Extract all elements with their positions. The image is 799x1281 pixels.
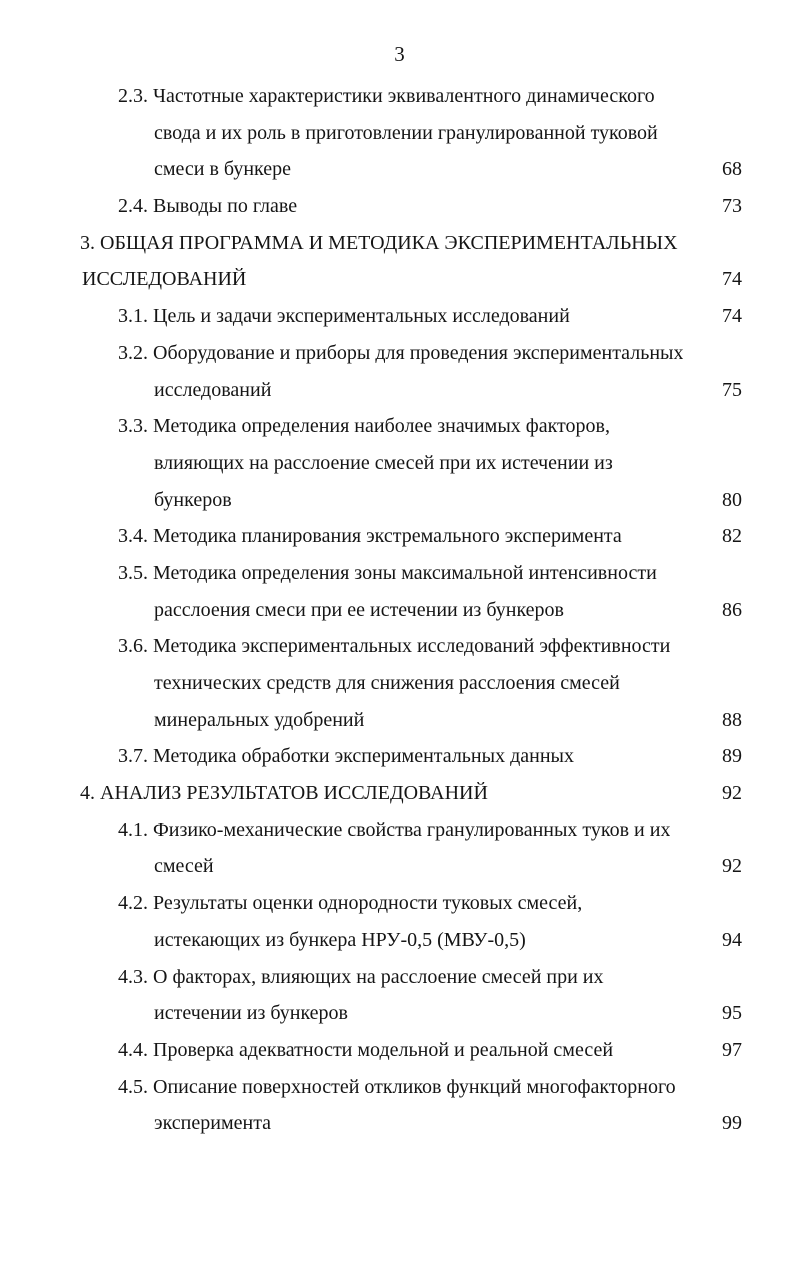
toc-entry-pagenum: 75 [722, 378, 742, 401]
toc-entry: 4.2. Результаты оценки однородности туко… [80, 885, 742, 958]
toc-entry-line: ИССЛЕДОВАНИЙ 74 [80, 261, 742, 298]
toc-entry-line: бункеров 80 [80, 482, 742, 519]
toc-entry-line: влияющих на расслоение смесей при их ист… [80, 445, 742, 482]
toc-entry-text: 2.3. Частотные характеристики эквивалент… [118, 85, 655, 107]
toc-entry-text: 4.1. Физико-механические свойства гранул… [118, 818, 671, 841]
toc-entry-pagenum: 92 [722, 855, 742, 878]
toc-entry: 2.3. Частотные характеристики эквивалент… [80, 78, 742, 188]
toc-entry-line: 2.3. Частотные характеристики эквивалент… [80, 78, 742, 115]
toc-entry-text: 3.6. Методика экспериментальных исследов… [118, 635, 671, 658]
toc-entry-text: свода и их роль в приготовлении гранулир… [154, 121, 658, 144]
toc-entry-pagenum: 73 [722, 195, 742, 218]
toc-entry: 3.2. Оборудование и приборы для проведен… [80, 335, 742, 408]
toc-entry-line: расслоения смеси при ее истечении из бун… [80, 592, 742, 629]
toc-entry-text: 2.4. Выводы по главе [118, 195, 298, 218]
table-of-contents: 2.3. Частотные характеристики эквивалент… [80, 78, 742, 1142]
toc-entry-text: 3. ОБЩАЯ ПРОГРАММА И МЕТОДИКА ЭКСПЕРИМЕН… [80, 231, 678, 254]
toc-entry-text: 3.1. Цель и задачи экспериментальных исс… [118, 305, 570, 328]
toc-entry-line: эксперимента 99 [80, 1105, 742, 1142]
toc-entry: 3.1. Цель и задачи экспериментальных исс… [80, 298, 742, 335]
toc-entry-line: свода и их роль в приготовлении гранулир… [80, 115, 742, 152]
toc-entry-line: 3.2. Оборудование и приборы для проведен… [80, 335, 742, 372]
toc-entry-pagenum: 99 [722, 1112, 742, 1135]
toc-entry-line: 3.6. Методика экспериментальных исследов… [80, 628, 742, 665]
toc-entry-text: 3.4. Методика планирования экстремальног… [118, 525, 622, 548]
toc-entry: 4.5. Описание поверхностей откликов функ… [80, 1069, 742, 1142]
toc-entry-line: 3.3. Методика определения наиболее значи… [80, 408, 742, 445]
toc-entry-line: 2.4. Выводы по главе 73 [80, 188, 742, 225]
toc-entry-text: эксперимента [154, 1112, 272, 1135]
toc-entry-line: истекающих из бункера НРУ-0,5 (МВУ-0,5) 9… [80, 922, 742, 959]
toc-entry: 4. АНАЛИЗ РЕЗУЛЬТАТОВ ИССЛЕДОВАНИЙ 92 [80, 775, 742, 812]
toc-entry-text: истечении из бункеров [154, 1002, 349, 1025]
toc-entry-pagenum: 68 [722, 158, 742, 181]
toc-entry-text: 3.7. Методика обработки экспериментальны… [118, 745, 574, 768]
toc-entry-pagenum: 94 [722, 928, 742, 951]
toc-entry-pagenum: 74 [722, 268, 742, 291]
toc-entry-line: смеси в бункере 68 [80, 151, 742, 188]
toc-entry-text: влияющих на расслоение смесей при их ист… [154, 451, 613, 474]
toc-entry-text: истекающих из бункера НРУ-0,5 (МВУ-0,5) [154, 928, 526, 951]
toc-entry-pagenum: 82 [722, 525, 742, 548]
toc-entry: 3.7. Методика обработки экспериментальны… [80, 738, 742, 775]
toc-entry-text: 4. АНАЛИЗ РЕЗУЛЬТАТОВ ИССЛЕДОВАНИЙ [80, 782, 488, 805]
toc-entry-text: 4.2. Результаты оценки однородности туко… [118, 892, 583, 915]
toc-entry: 4.3. О факторах, влияющих на расслоение … [80, 959, 742, 1032]
toc-entry-pagenum: 92 [722, 782, 742, 805]
toc-entry: 3.3. Методика определения наиболее значи… [80, 408, 742, 518]
toc-entry-text: 4.5. Описание поверхностей откликов функ… [118, 1075, 676, 1098]
toc-entry-text: исследований [154, 378, 272, 401]
toc-entry: 4.4. Проверка адекватности модельной и р… [80, 1032, 742, 1069]
toc-entry: 4.1. Физико-механические свойства гранул… [80, 812, 742, 885]
toc-entry-pagenum: 97 [722, 1038, 742, 1061]
page-number: 3 [394, 42, 405, 66]
toc-entry-text: 4.3. О факторах, влияющих на расслоение … [118, 965, 604, 988]
toc-entry: 3. ОБЩАЯ ПРОГРАММА И МЕТОДИКА ЭКСПЕРИМЕН… [80, 225, 742, 298]
toc-entry-line: 3.5. Методика определения зоны максималь… [80, 555, 742, 592]
toc-entry-line: 4.2. Результаты оценки однородности туко… [80, 885, 742, 922]
toc-entry-text: 4.4. Проверка адекватности модельной и р… [118, 1038, 614, 1061]
toc-entry-line: 3.4. Методика планирования экстремальног… [80, 518, 742, 555]
toc-entry-line: 4. АНАЛИЗ РЕЗУЛЬТАТОВ ИССЛЕДОВАНИЙ 92 [80, 775, 742, 812]
toc-entry-line: 4.4. Проверка адекватности модельной и р… [80, 1032, 742, 1069]
toc-entry-text: смеси в бункере [154, 158, 292, 181]
toc-entry-pagenum: 80 [722, 488, 742, 511]
toc-entry-text: 3.5. Методика определения зоны максималь… [118, 561, 657, 584]
toc-entry-pagenum: 95 [722, 1002, 742, 1025]
toc-entry-pagenum: 86 [722, 598, 742, 621]
toc-entry-line: 4.5. Описание поверхностей откликов функ… [80, 1069, 742, 1106]
toc-entry-text: смесей [154, 855, 214, 878]
toc-entry: 3.4. Методика планирования экстремальног… [80, 518, 742, 555]
toc-entry-line: 4.3. О факторах, влияющих на расслоение … [80, 959, 742, 996]
toc-entry-line: смесей 92 [80, 848, 742, 885]
toc-entry-line: 3.1. Цель и задачи экспериментальных исс… [80, 298, 742, 335]
toc-entry-pagenum: 88 [722, 708, 742, 731]
toc-entry-pagenum: 74 [722, 305, 742, 328]
toc-entry-text: расслоения смеси при ее истечении из бун… [154, 598, 564, 621]
toc-entry-line: технических средств для снижения расслое… [80, 665, 742, 702]
toc-entry-text: минеральных удобрений [154, 708, 365, 731]
toc-entry-line: истечении из бункеров 95 [80, 995, 742, 1032]
toc-entry-line: 3.7. Методика обработки экспериментальны… [80, 738, 742, 775]
toc-entry-text: 3.2. Оборудование и приборы для проведен… [118, 341, 684, 364]
toc-entry-line: минеральных удобрений 88 [80, 702, 742, 739]
toc-entry: 2.4. Выводы по главе 73 [80, 188, 742, 225]
toc-entry-pagenum: 89 [722, 745, 742, 768]
toc-entry-line: 3. ОБЩАЯ ПРОГРАММА И МЕТОДИКА ЭКСПЕРИМЕН… [80, 225, 742, 262]
toc-entry-line: исследований 75 [80, 372, 742, 409]
toc-entry-text: ИССЛЕДОВАНИЙ [82, 268, 247, 291]
toc-entry-text: 3.3. Методика определения наиболее значи… [118, 415, 610, 438]
toc-entry-text: бункеров [154, 488, 232, 511]
toc-entry-text: технических средств для снижения расслое… [154, 672, 620, 694]
toc-entry-line: 4.1. Физико-механические свойства гранул… [80, 812, 742, 849]
toc-entry: 3.5. Методика определения зоны максималь… [80, 555, 742, 628]
toc-entry: 3.6. Методика экспериментальных исследов… [80, 628, 742, 738]
